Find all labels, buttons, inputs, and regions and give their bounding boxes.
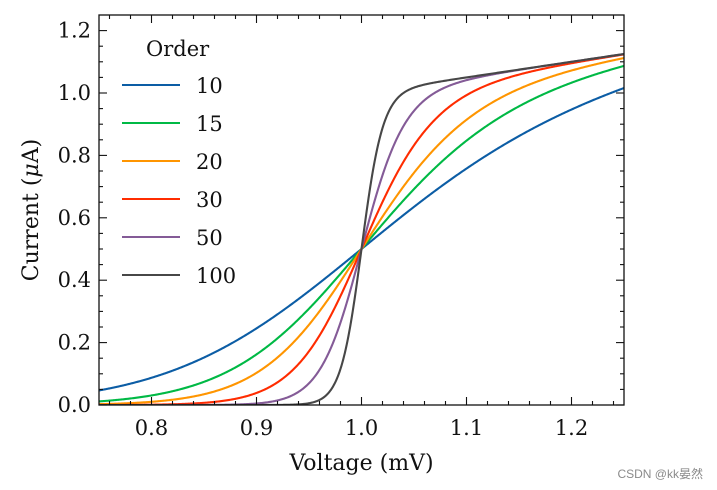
series-line-10 bbox=[99, 87, 624, 392]
y-axis-label-suffix: A) bbox=[19, 139, 44, 164]
legend-label-10: 10 bbox=[196, 74, 223, 98]
y-tick-label: 1.0 bbox=[58, 81, 91, 105]
series-line-50 bbox=[99, 52, 624, 405]
y-axis-label: Current (μA) bbox=[19, 139, 44, 281]
x-tick-label: 0.9 bbox=[240, 416, 273, 440]
y-tick-label: 0.6 bbox=[58, 206, 91, 230]
y-tick-labels: 0.0 0.2 0.4 0.6 0.8 1.0 1.2 bbox=[58, 19, 91, 417]
series-lines bbox=[99, 52, 624, 405]
legend-title: Order bbox=[146, 37, 210, 61]
y-tick-label: 0.2 bbox=[58, 331, 91, 355]
legend: Order 10 15 20 30 50 100 bbox=[122, 37, 236, 288]
y-axis-label-prefix: Current ( bbox=[19, 178, 44, 282]
major-ticks bbox=[99, 15, 624, 406]
y-tick-label: 0.0 bbox=[58, 393, 91, 417]
x-tick-label: 1.2 bbox=[555, 416, 588, 440]
legend-label-30: 30 bbox=[196, 188, 223, 212]
legend-label-100: 100 bbox=[196, 264, 236, 288]
series-line-100 bbox=[99, 52, 624, 405]
watermark: CSDN @kk晏然 bbox=[617, 467, 703, 481]
series-line-20 bbox=[99, 56, 624, 405]
y-tick-label: 0.4 bbox=[58, 268, 91, 292]
plot-frame bbox=[98, 14, 625, 406]
legend-label-20: 20 bbox=[196, 150, 223, 174]
y-axis-label-mu: μ bbox=[19, 163, 44, 177]
series-line-15 bbox=[99, 64, 624, 403]
legend-label-50: 50 bbox=[196, 226, 223, 250]
x-tick-label: 1.1 bbox=[450, 416, 483, 440]
x-tick-label: 0.8 bbox=[135, 416, 168, 440]
x-axis-label: Voltage (mV) bbox=[288, 451, 433, 476]
y-tick-label: 0.8 bbox=[58, 143, 91, 167]
y-tick-label: 1.2 bbox=[58, 19, 91, 43]
legend-label-15: 15 bbox=[196, 112, 223, 136]
x-tick-labels: 0.8 0.9 1.0 1.1 1.2 bbox=[135, 416, 588, 440]
x-tick-label: 1.0 bbox=[345, 416, 378, 440]
minor-ticks bbox=[99, 15, 624, 405]
series-line-30 bbox=[99, 53, 624, 405]
